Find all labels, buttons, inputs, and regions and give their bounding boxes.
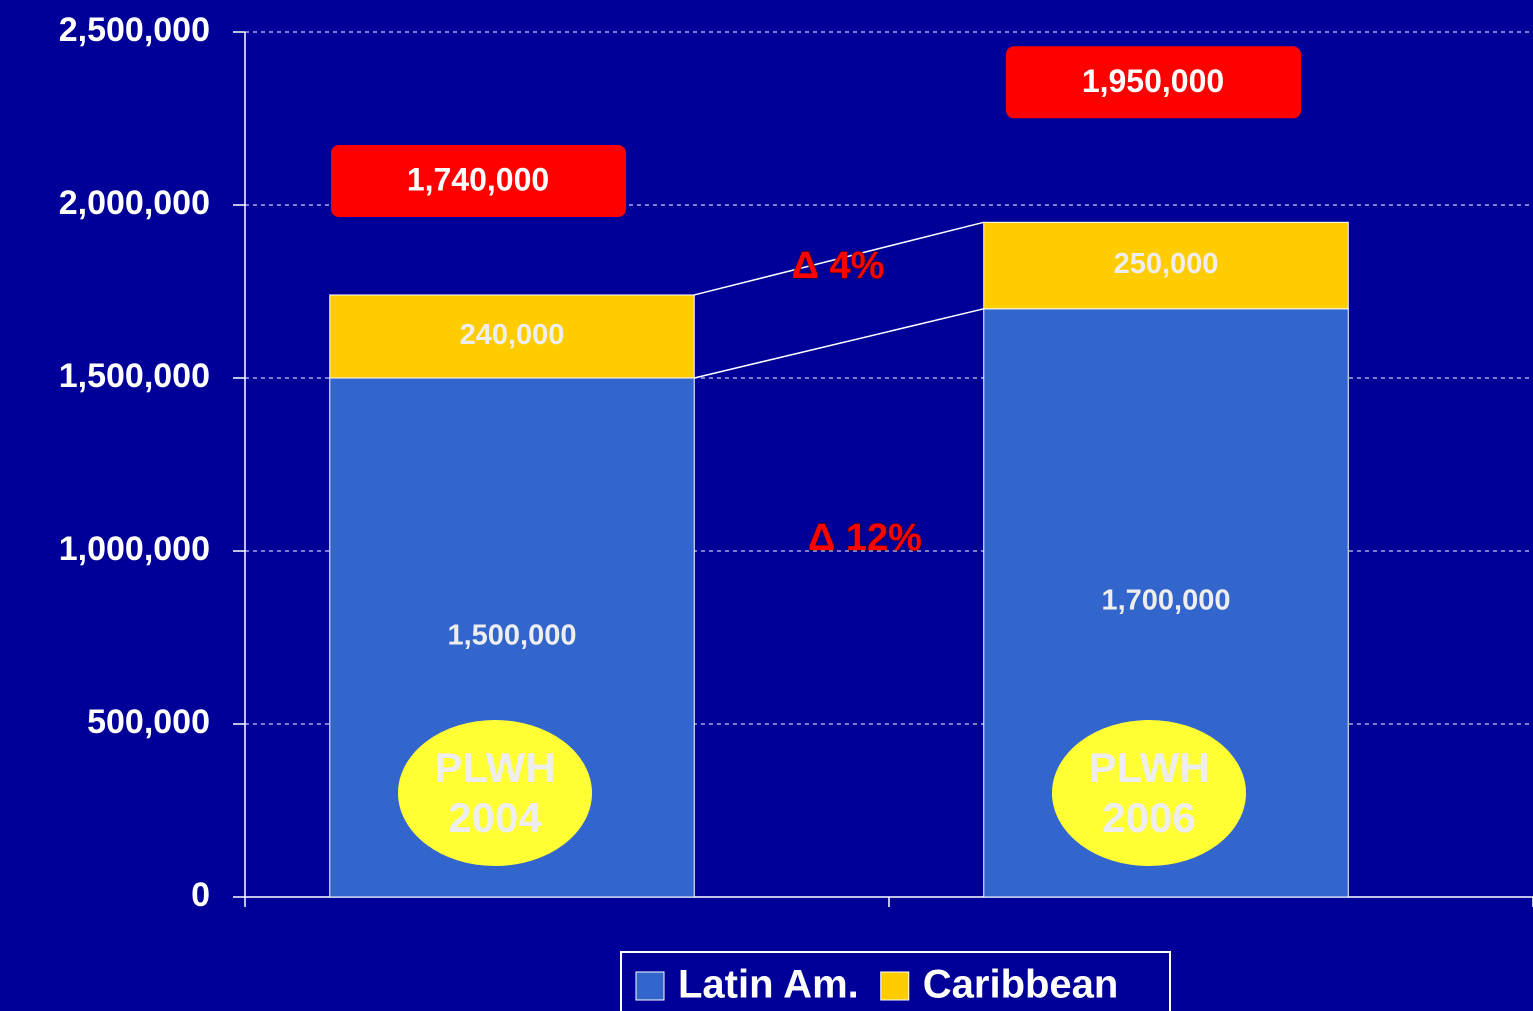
- legend-swatch: [880, 971, 910, 1001]
- value-label: 240,000: [460, 319, 565, 351]
- bar-segment: [329, 294, 695, 379]
- y-tick-label: 2,500,000: [59, 11, 210, 49]
- x-tick-label: PLWH 2004: [434, 744, 556, 841]
- annotation: Δ 4%: [792, 245, 885, 287]
- total-label: 1,740,000: [407, 161, 549, 197]
- value-label: 1,500,000: [447, 620, 576, 652]
- connector: [694, 221, 984, 296]
- y-tick-label: 500,000: [87, 703, 210, 741]
- annotation: Δ 12%: [808, 517, 922, 559]
- total-box: [1006, 46, 1301, 119]
- total-label: 1,950,000: [1082, 63, 1224, 99]
- category-badge: [1052, 720, 1246, 866]
- y-tick-label: 2,000,000: [59, 184, 210, 222]
- connector: [694, 308, 984, 379]
- y-tick-label: 0: [191, 876, 210, 914]
- total-box: [331, 144, 626, 217]
- legend-label: Latin Am.: [678, 963, 859, 1007]
- bar-segment: [983, 221, 1349, 310]
- y-tick-label: 1,000,000: [59, 530, 210, 568]
- category-badge: [398, 720, 592, 866]
- legend-label: Caribbean: [923, 963, 1119, 1007]
- value-label: 1,700,000: [1101, 585, 1230, 617]
- legend-swatch: [635, 971, 665, 1001]
- value-label: 250,000: [1114, 248, 1219, 280]
- legend-box: [620, 951, 1171, 1011]
- y-tick-label: 1,500,000: [59, 357, 210, 395]
- x-tick-label: PLWH 2006: [1088, 744, 1210, 841]
